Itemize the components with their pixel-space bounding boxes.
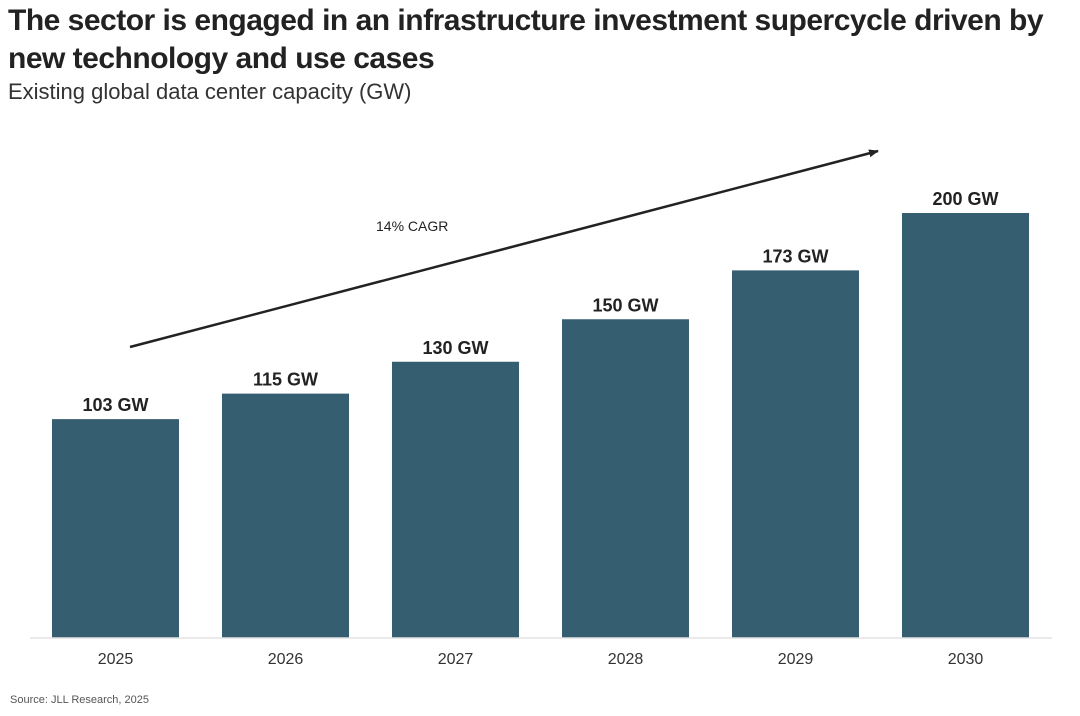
bar-2028 bbox=[562, 319, 689, 638]
x-tick-label-2025: 2025 bbox=[98, 651, 134, 668]
data-label-2027: 130 GW bbox=[422, 338, 488, 358]
bar-2026 bbox=[222, 393, 349, 638]
source-note: Source: JLL Research, 2025 bbox=[10, 694, 150, 706]
bar-2027 bbox=[392, 361, 519, 638]
bar-2025 bbox=[52, 419, 179, 638]
chart-title: The sector is engaged in an infrastructu… bbox=[8, 4, 1044, 75]
cagr-annotation: 14% CAGR bbox=[376, 218, 448, 234]
data-label-2028: 150 GW bbox=[592, 295, 658, 315]
x-tick-label-2029: 2029 bbox=[778, 651, 814, 668]
data-label-2029: 173 GW bbox=[762, 246, 828, 266]
chart-subtitle: Existing global data center capacity (GW… bbox=[8, 79, 412, 104]
data-label-2026: 115 GW bbox=[253, 370, 318, 390]
x-tick-label-2027: 2027 bbox=[438, 651, 474, 668]
data-label-2030: 200 GW bbox=[932, 189, 998, 209]
x-tick-label-2026: 2026 bbox=[268, 651, 304, 668]
bar-2030 bbox=[902, 213, 1029, 638]
cagr-arrow bbox=[129, 149, 879, 349]
x-tick-label-2030: 2030 bbox=[948, 651, 984, 668]
data-label-2025: 103 GW bbox=[82, 395, 148, 415]
x-tick-label-2028: 2028 bbox=[608, 651, 644, 668]
bar-2029 bbox=[732, 270, 859, 638]
